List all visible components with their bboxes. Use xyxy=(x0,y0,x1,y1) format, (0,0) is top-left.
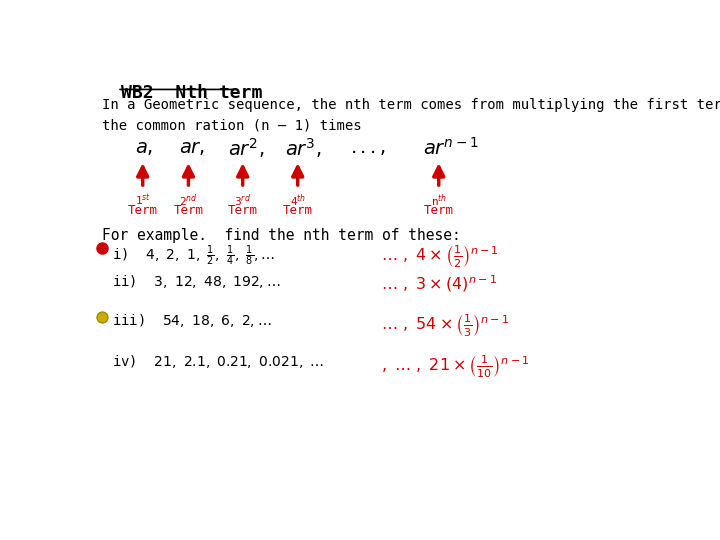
Text: 3$^{rd}$: 3$^{rd}$ xyxy=(234,193,251,209)
Text: $\ldots\ ,\ 3 \times (4)^{n-1}$: $\ldots\ ,\ 3 \times (4)^{n-1}$ xyxy=(381,273,497,294)
Text: 1$^{st}$: 1$^{st}$ xyxy=(135,193,150,208)
Text: $a,$: $a,$ xyxy=(135,138,153,158)
Text: In a Geometric sequence, the nth term comes from multiplying the first term by
t: In a Geometric sequence, the nth term co… xyxy=(102,98,720,132)
Text: Term: Term xyxy=(174,204,204,217)
Text: Term: Term xyxy=(283,204,312,217)
Text: WB2  Nth term: WB2 Nth term xyxy=(121,84,262,102)
Text: 2$^{nd}$: 2$^{nd}$ xyxy=(179,193,198,209)
Text: Term: Term xyxy=(228,204,258,217)
Text: $ar^{n-1}$: $ar^{n-1}$ xyxy=(423,137,479,159)
Text: Term: Term xyxy=(424,204,454,217)
Text: ii)  $3,\ 12,\ 48,\ 192,\ldots$: ii) $3,\ 12,\ 48,\ 192,\ldots$ xyxy=(112,273,280,291)
Text: iv)  $21,\ 2.1,\ 0.21,\ 0.021,\ \ldots$: iv) $21,\ 2.1,\ 0.21,\ 0.021,\ \ldots$ xyxy=(112,353,324,370)
Text: n$^{th}$: n$^{th}$ xyxy=(431,193,447,209)
Text: i)  $4,\ 2,\ 1,\ \frac{1}{2},\ \frac{1}{4},\ \frac{1}{8},\ldots$: i) $4,\ 2,\ 1,\ \frac{1}{2},\ \frac{1}{4… xyxy=(112,244,275,268)
Text: $,\ \ldots\ ,\ 21 \times \left(\frac{1}{10}\right)^{n-1}$: $,\ \ldots\ ,\ 21 \times \left(\frac{1}{… xyxy=(381,353,529,379)
Text: iii)  $54,\ 18,\ 6,\ 2,\ldots$: iii) $54,\ 18,\ 6,\ 2,\ldots$ xyxy=(112,312,271,329)
Text: $ar^2,$: $ar^2,$ xyxy=(228,136,264,160)
Text: $ar,$: $ar,$ xyxy=(179,138,205,158)
Text: Term: Term xyxy=(127,204,158,217)
Text: $ar^3,$: $ar^3,$ xyxy=(285,136,322,160)
Text: $\ldots\ ,\ 54 \times \left(\frac{1}{3}\right)^{n-1}$: $\ldots\ ,\ 54 \times \left(\frac{1}{3}\… xyxy=(381,312,509,338)
Text: $\ldots\ ,\ 4 \times \left(\frac{1}{2}\right)^{n-1}$: $\ldots\ ,\ 4 \times \left(\frac{1}{2}\r… xyxy=(381,244,498,269)
Text: For example.  find the nth term of these:: For example. find the nth term of these: xyxy=(102,228,460,243)
Text: $...,$: $...,$ xyxy=(350,138,386,158)
Text: 4$^{th}$: 4$^{th}$ xyxy=(289,193,306,209)
